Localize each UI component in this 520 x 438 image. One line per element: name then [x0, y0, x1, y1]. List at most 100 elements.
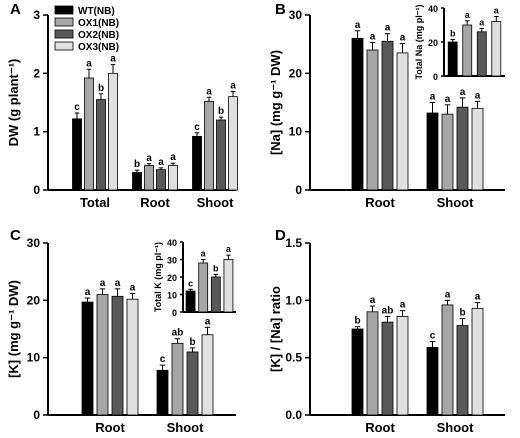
panel-a-bar — [204, 100, 214, 191]
panel-a-bar — [108, 72, 118, 191]
panel-a-significance-letter: a — [230, 80, 236, 91]
panel-b-significance-letter: a — [460, 87, 466, 98]
panel-c-bar — [156, 369, 169, 416]
legend-swatch — [54, 17, 74, 27]
panel-b-bar — [456, 106, 469, 191]
panel-b-inset-significance-letter: b — [450, 28, 456, 38]
panel-b-significance-letter: a — [445, 94, 451, 105]
panel-d-category-label: Root — [365, 420, 395, 435]
panel-c-bar — [96, 294, 109, 416]
panel-c-bar — [171, 342, 184, 416]
panel-c-significance-letter: a — [85, 287, 91, 298]
panel-d-bar — [456, 325, 469, 416]
panel-d-label: D — [275, 227, 286, 244]
panel-a-significance-letter: a — [110, 54, 116, 65]
panel-c-inset-y-tick-label: 30 — [167, 256, 177, 266]
panel-a-bar — [156, 169, 166, 191]
panel-c-y-tick-label: 20 — [27, 293, 41, 307]
panel-b-inset-significance-letter: a — [465, 10, 471, 20]
panel-a-significance-letter: a — [86, 58, 92, 69]
panel-c-inset-y-axis-title: Total K (mg pl⁻¹) — [153, 242, 163, 312]
panel-a-bar — [72, 118, 82, 191]
panel-c-significance-letter: c — [160, 354, 166, 365]
panel-c-inset-significance-letter: b — [213, 263, 219, 273]
panel-c-inset-bar — [198, 262, 209, 313]
panel-c-bar — [201, 334, 214, 416]
legend-entry: OX1(NB) — [78, 18, 119, 29]
legend-swatch — [54, 41, 74, 51]
panel-a-category-label: Shoot — [197, 195, 234, 210]
panel-a-significance-letter: a — [158, 157, 164, 168]
panel-d-y-tick-label: 1.5 — [285, 236, 302, 250]
panel-d-significance-letter: b — [459, 308, 465, 319]
panel-a-significance-letter: a — [170, 152, 176, 163]
panel-a-bar — [228, 96, 238, 191]
panel-b-y-axis-title: [Na] (mg g⁻¹ DW) — [268, 50, 283, 155]
panel-b-bar — [351, 37, 364, 191]
panel-c-category-label: Shoot — [167, 420, 204, 435]
panel-b-bar — [381, 40, 394, 191]
panel-b-bar — [426, 112, 439, 191]
panel-c-inset-significance-letter: a — [226, 244, 232, 254]
panel-c-significance-letter: ab — [172, 328, 184, 339]
panel-c-bar — [111, 295, 124, 416]
legend-entry: OX3(NB) — [78, 42, 119, 53]
panel-c-category-label: Root — [95, 420, 125, 435]
panel-d-bar — [426, 346, 439, 416]
panel-d-significance-letter: ab — [382, 305, 394, 316]
panel-a-category-label: Root — [140, 195, 170, 210]
panel-c-inset-significance-letter: a — [201, 249, 207, 259]
panel-a-bar — [96, 99, 106, 191]
panel-c-significance-letter: a — [130, 282, 136, 293]
legend-entry: WT(NB) — [78, 6, 115, 17]
panel-d-significance-letter: a — [445, 289, 451, 300]
legend-entry: OX2(NB) — [78, 30, 119, 41]
panel-d-bar — [471, 307, 484, 416]
panel-d-significance-letter: a — [370, 295, 376, 306]
panel-a-bar — [84, 77, 94, 191]
legend-swatch — [54, 5, 74, 15]
panel-b-significance-letter: a — [385, 23, 391, 34]
panel-b-bar — [471, 107, 484, 191]
panel-a-y-tick-label: 3 — [33, 8, 40, 22]
panel-b-inset-bar — [476, 31, 487, 77]
panel-b-inset-bar — [491, 21, 502, 77]
panel-c-significance-letter: b — [189, 337, 195, 348]
panel-c-bar — [81, 301, 94, 416]
panel-b-significance-letter: a — [400, 33, 406, 44]
panel-a-label: A — [10, 1, 21, 18]
panel-d-y-axis-title: [K] / [Na] ratio — [268, 286, 283, 372]
panel-d-y-tick-label: 1.0 — [285, 293, 302, 307]
panel-c-significance-letter: a — [205, 316, 211, 327]
legend-swatch — [54, 29, 74, 39]
panel-a-significance-letter: b — [98, 83, 104, 94]
panel-a-category-label: Total — [80, 195, 110, 210]
panel-b-bar — [366, 49, 379, 191]
panel-a-bar — [216, 119, 226, 191]
panel-b-y-tick-label: 20 — [289, 66, 303, 80]
panel-c-inset-y-tick-label: 20 — [167, 273, 177, 283]
panel-d-bar — [366, 311, 379, 416]
panel-b-y-tick-label: 30 — [289, 8, 303, 22]
panel-d-bar — [381, 321, 394, 416]
panel-b-category-label: Shoot — [437, 195, 474, 210]
panel-d-significance-letter: b — [354, 316, 360, 327]
panel-b-inset-significance-letter: a — [494, 6, 500, 16]
panel-b-inset-y-axis-title: Total Na (mg pl⁻¹) — [414, 4, 424, 79]
panel-c-y-tick-label: 0 — [33, 408, 40, 422]
panel-a-bar — [144, 165, 154, 191]
panel-d-bar — [351, 328, 364, 416]
panel-c-y-axis-title: [K] (mg g⁻¹ DW) — [6, 280, 21, 378]
panel-b-inset-bar — [447, 41, 458, 77]
panel-b-significance-letter: a — [370, 31, 376, 42]
panel-a-significance-letter: a — [206, 86, 212, 97]
panel-a-y-axis-title: DW (g plant⁻¹) — [6, 59, 21, 147]
panel-b-bar — [441, 113, 454, 191]
panel-c-significance-letter: a — [100, 278, 106, 289]
panel-b-inset-y-tick-label: 40 — [428, 4, 438, 14]
panel-b-y-tick-label: 10 — [289, 125, 303, 139]
panel-b-significance-letter: a — [475, 90, 481, 101]
panel-d-bar — [396, 315, 409, 416]
panel-c-y-tick-label: 10 — [27, 351, 41, 365]
panel-a-bar — [168, 165, 178, 191]
